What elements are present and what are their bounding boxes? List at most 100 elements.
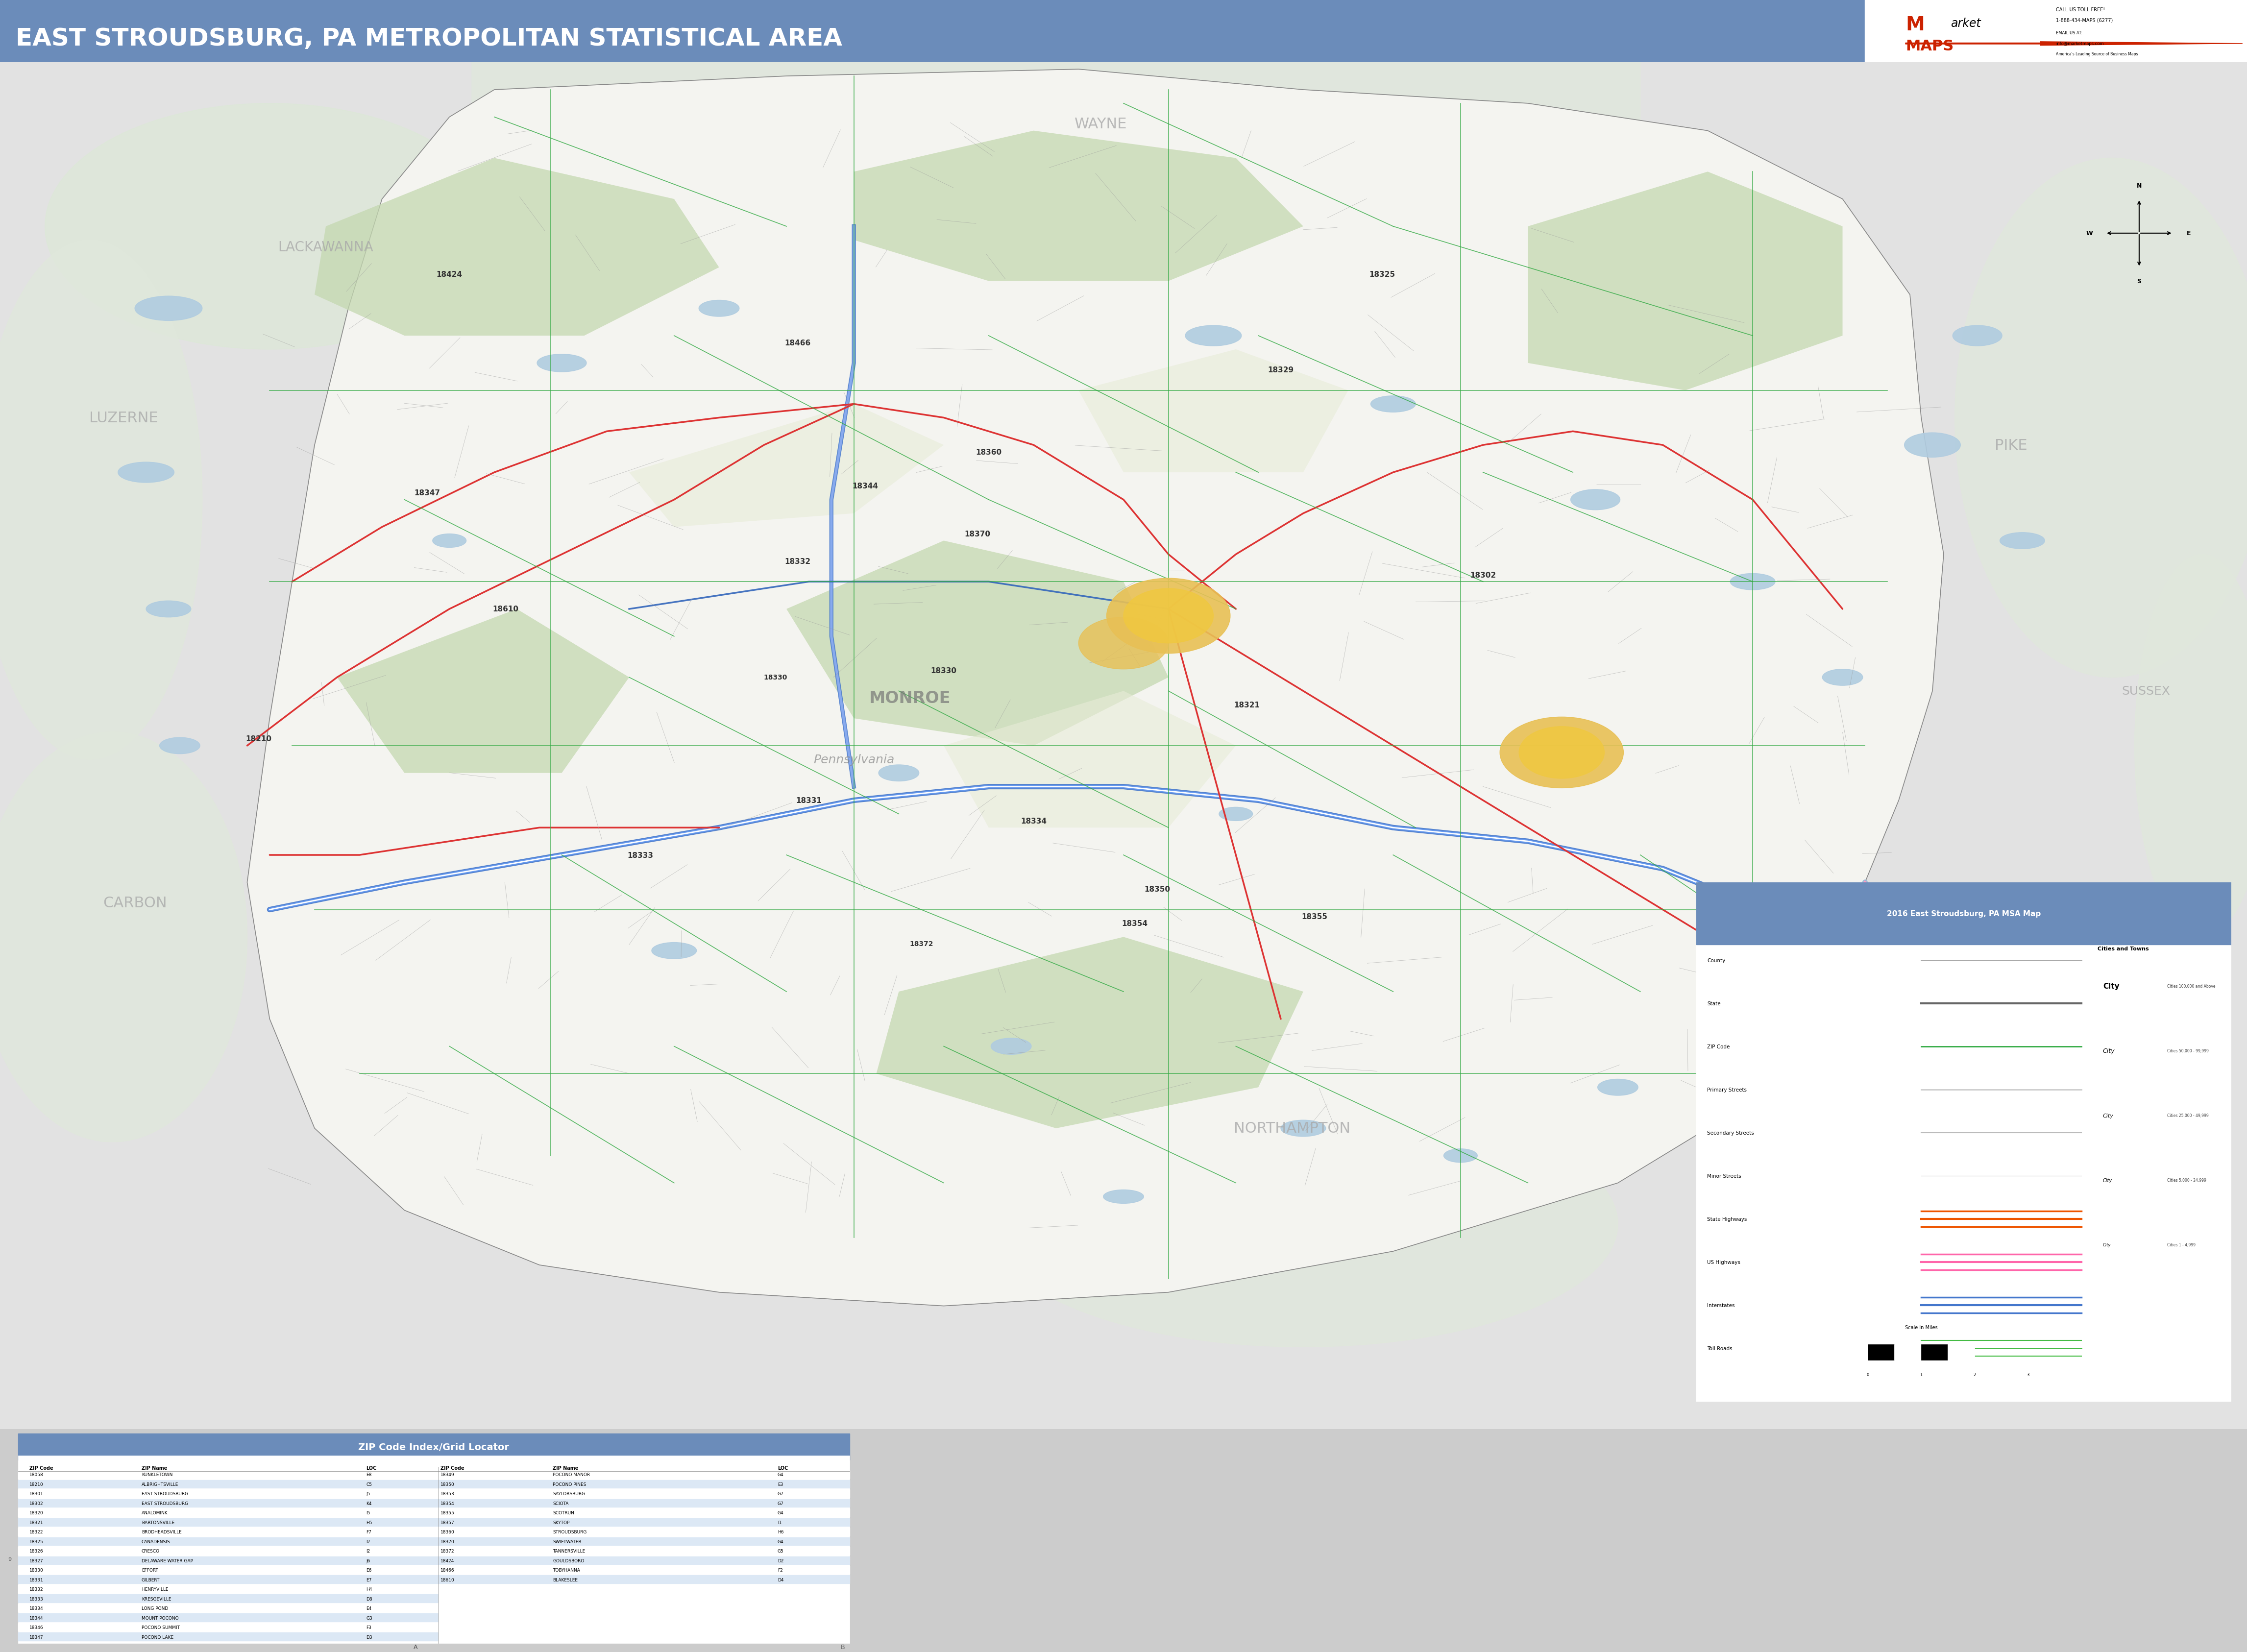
Bar bbox=[18, 1518, 438, 1526]
Bar bbox=[18, 1632, 438, 1640]
Ellipse shape bbox=[119, 463, 175, 482]
Ellipse shape bbox=[1905, 433, 1959, 458]
Bar bbox=[0, 0, 1865, 63]
Polygon shape bbox=[854, 131, 1303, 281]
Text: 9: 9 bbox=[7, 1556, 11, 1561]
Text: SAYLORSBURG: SAYLORSBURG bbox=[553, 1492, 584, 1497]
Bar bbox=[1865, 0, 2247, 63]
Text: BLAKESLEE: BLAKESLEE bbox=[553, 1578, 577, 1583]
Text: 18331: 18331 bbox=[29, 1578, 43, 1583]
Text: 18321: 18321 bbox=[29, 1520, 43, 1525]
Ellipse shape bbox=[434, 534, 467, 548]
Text: 18347: 18347 bbox=[29, 1635, 43, 1639]
Text: City: City bbox=[2103, 983, 2119, 990]
Text: 18302: 18302 bbox=[1470, 572, 1497, 578]
Text: 18355: 18355 bbox=[440, 1510, 454, 1515]
Bar bbox=[438, 1518, 849, 1526]
Text: 18320: 18320 bbox=[29, 1510, 43, 1515]
Ellipse shape bbox=[1186, 325, 1240, 347]
Text: America's Leading Source of Business Maps: America's Leading Source of Business Map… bbox=[2056, 51, 2139, 56]
Polygon shape bbox=[786, 540, 1168, 747]
Text: ALBRIGHTSVILLE: ALBRIGHTSVILLE bbox=[142, 1482, 178, 1487]
Bar bbox=[438, 1576, 849, 1584]
Text: 18466: 18466 bbox=[440, 1568, 454, 1573]
Text: ANALOMINK: ANALOMINK bbox=[142, 1510, 169, 1515]
Text: NORTHAMPTON: NORTHAMPTON bbox=[1234, 1122, 1350, 1135]
Text: SCIOTA: SCIOTA bbox=[553, 1502, 568, 1505]
Text: E3: E3 bbox=[777, 1482, 782, 1487]
Text: Cities and Towns: Cities and Towns bbox=[2099, 947, 2148, 952]
Text: arket: arket bbox=[1950, 18, 1980, 30]
Text: HENRYVILLE: HENRYVILLE bbox=[142, 1588, 169, 1591]
Text: Primary Streets: Primary Streets bbox=[1708, 1087, 1746, 1092]
Bar bbox=[18, 1470, 438, 1479]
Text: WARREN: WARREN bbox=[1887, 1052, 1955, 1067]
Text: 18327: 18327 bbox=[29, 1558, 43, 1563]
Bar bbox=[18, 1538, 438, 1545]
Ellipse shape bbox=[1822, 669, 1863, 686]
Text: H5: H5 bbox=[366, 1520, 373, 1525]
Bar bbox=[18, 1480, 438, 1488]
Text: G7: G7 bbox=[777, 1502, 784, 1505]
Bar bbox=[438, 1480, 849, 1488]
Text: G4: G4 bbox=[777, 1540, 784, 1543]
Ellipse shape bbox=[1953, 325, 2002, 347]
Text: 18610: 18610 bbox=[440, 1578, 454, 1583]
Text: New Jersey: New Jersey bbox=[2007, 1155, 2105, 1171]
Text: City: City bbox=[2103, 1242, 2110, 1247]
Ellipse shape bbox=[1728, 1148, 1777, 1165]
Text: 18333: 18333 bbox=[29, 1596, 43, 1601]
Text: 18349: 18349 bbox=[440, 1472, 454, 1477]
Ellipse shape bbox=[1371, 396, 1416, 413]
Bar bbox=[18, 1556, 438, 1564]
Ellipse shape bbox=[160, 738, 200, 753]
Bar bbox=[18, 1622, 438, 1631]
Text: 18330: 18330 bbox=[930, 667, 957, 674]
Text: CALL US TOLL FREE!: CALL US TOLL FREE! bbox=[2056, 7, 2105, 12]
Text: KRESGEVILLE: KRESGEVILLE bbox=[142, 1596, 171, 1601]
Polygon shape bbox=[876, 937, 1303, 1128]
Ellipse shape bbox=[135, 296, 202, 320]
Text: ZIP Name: ZIP Name bbox=[553, 1465, 577, 1470]
Text: S: S bbox=[2137, 278, 2141, 284]
Text: BARTONSVILLE: BARTONSVILLE bbox=[142, 1520, 175, 1525]
Text: State Highways: State Highways bbox=[1708, 1216, 1748, 1221]
Polygon shape bbox=[315, 159, 719, 335]
Bar bbox=[18, 1508, 438, 1517]
Ellipse shape bbox=[0, 732, 247, 1142]
Ellipse shape bbox=[991, 1037, 1031, 1054]
Bar bbox=[438, 1490, 849, 1498]
Ellipse shape bbox=[1890, 1036, 1930, 1057]
Polygon shape bbox=[1528, 172, 1843, 390]
Text: 18058: 18058 bbox=[29, 1472, 43, 1477]
Bar bbox=[438, 1538, 849, 1545]
Text: M: M bbox=[1905, 17, 1923, 35]
Text: GILBERT: GILBERT bbox=[142, 1578, 160, 1583]
Ellipse shape bbox=[1598, 1079, 1638, 1095]
Text: 18210: 18210 bbox=[245, 735, 272, 743]
Ellipse shape bbox=[1124, 588, 1213, 643]
Polygon shape bbox=[629, 405, 944, 527]
Bar bbox=[18, 1584, 438, 1593]
Text: I5: I5 bbox=[366, 1510, 371, 1515]
Text: H4: H4 bbox=[366, 1588, 373, 1591]
Text: City: City bbox=[2103, 1178, 2112, 1183]
Text: MONROE: MONROE bbox=[870, 691, 950, 705]
Bar bbox=[1948, 1345, 1975, 1360]
Bar bbox=[1867, 1345, 1894, 1360]
Text: 18330: 18330 bbox=[29, 1568, 43, 1573]
Bar bbox=[18, 1490, 438, 1498]
Ellipse shape bbox=[652, 943, 697, 960]
Text: LACKAWANNA: LACKAWANNA bbox=[279, 240, 373, 254]
Text: E: E bbox=[2186, 230, 2191, 236]
Text: ZIP Code Index/Grid Locator: ZIP Code Index/Grid Locator bbox=[357, 1442, 510, 1452]
Bar bbox=[438, 1528, 849, 1536]
Text: CRESCO: CRESCO bbox=[142, 1550, 160, 1553]
Text: C5: C5 bbox=[366, 1482, 373, 1487]
Bar bbox=[1894, 1345, 1921, 1360]
Text: F7: F7 bbox=[366, 1530, 371, 1535]
Text: D3: D3 bbox=[366, 1635, 373, 1639]
Bar bbox=[18, 1604, 438, 1612]
Polygon shape bbox=[337, 610, 629, 773]
Text: 18466: 18466 bbox=[784, 339, 811, 347]
